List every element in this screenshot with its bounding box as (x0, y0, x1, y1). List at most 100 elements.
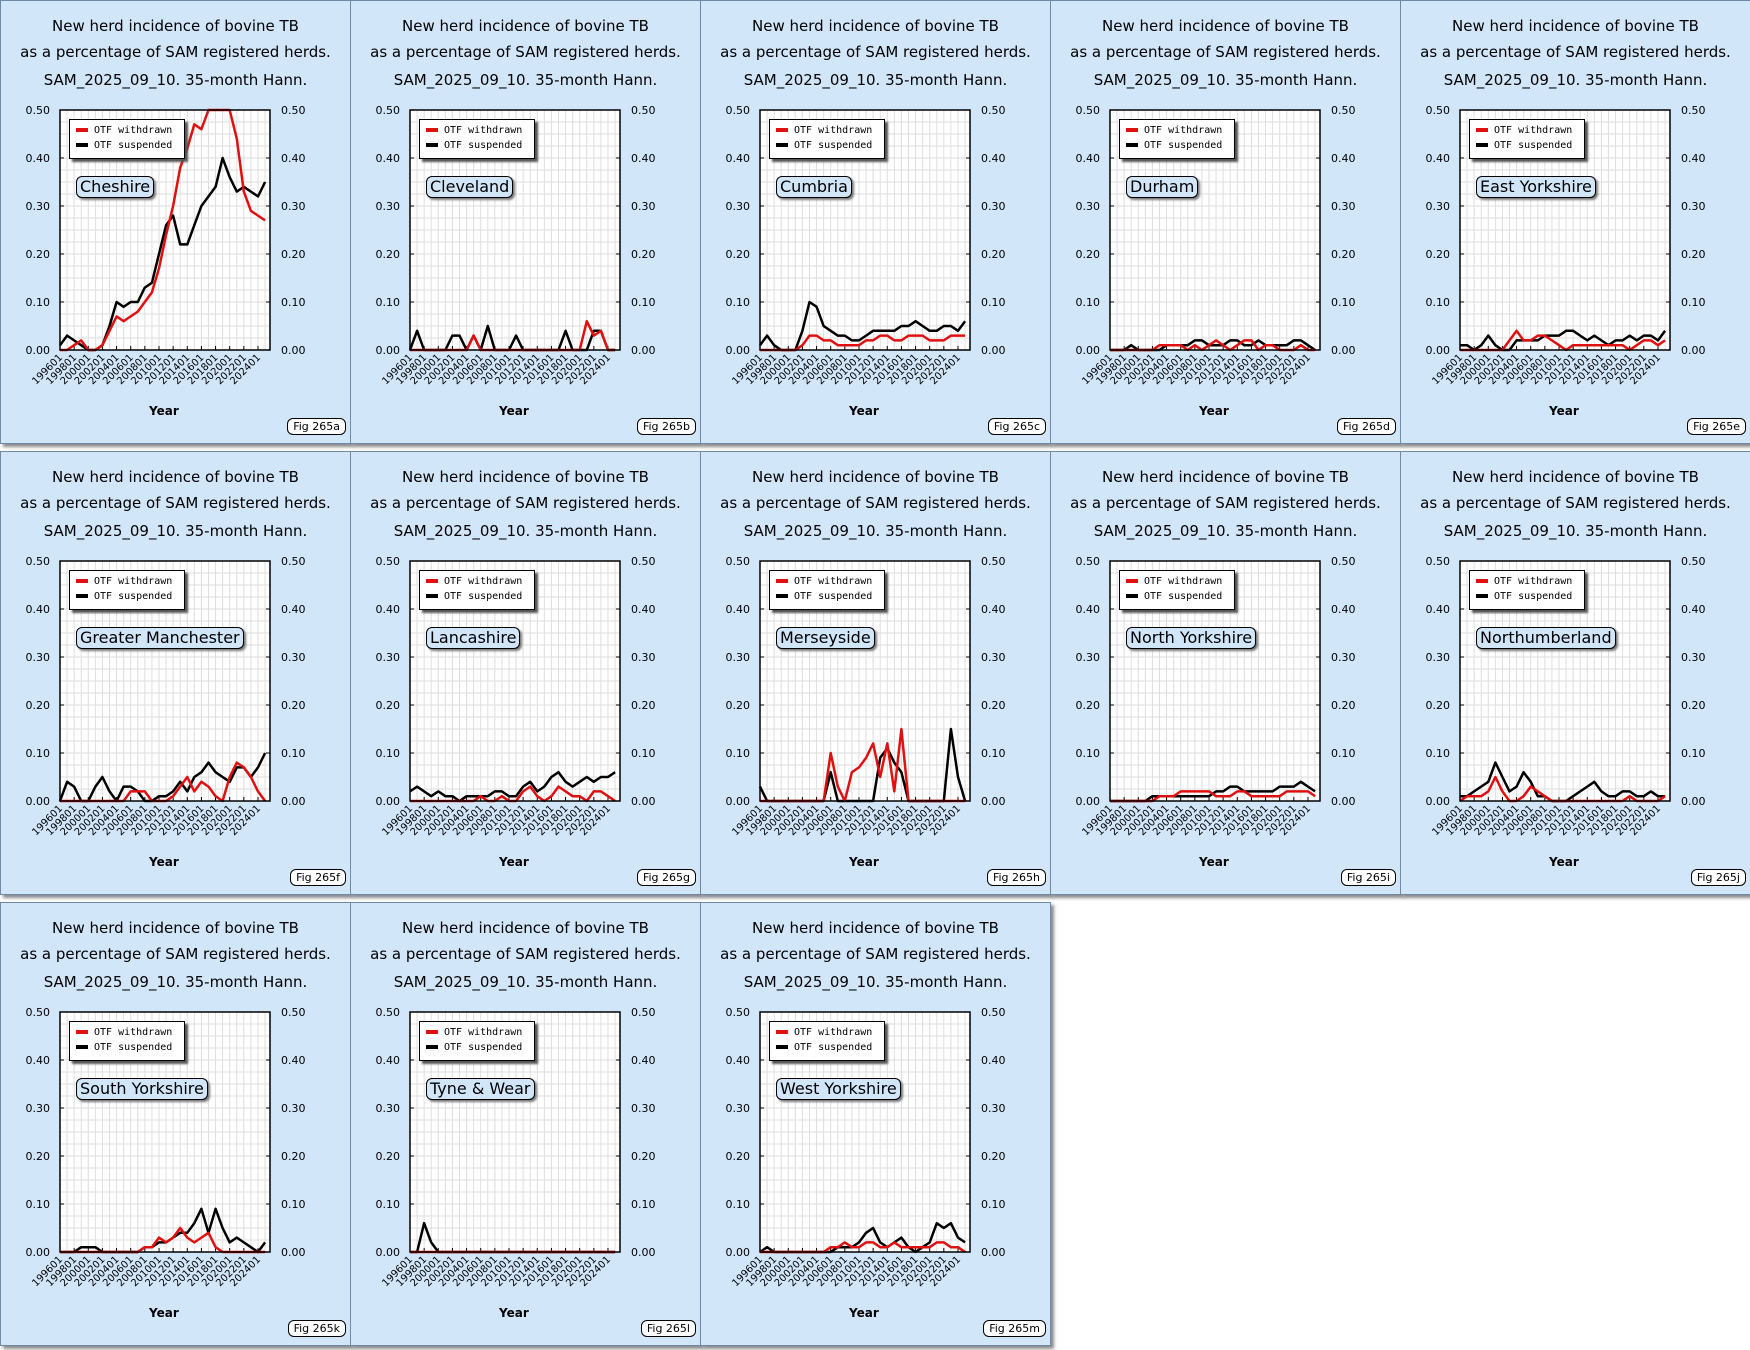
y-tick-label-right: 0.30 (281, 200, 306, 213)
figure-number: Fig 265d (1336, 418, 1396, 435)
y-tick-label-right: 0.50 (1681, 555, 1706, 568)
legend-label-suspended: OTF suspended (1144, 591, 1223, 602)
legend-item-withdrawn: OTF withdrawn (1126, 124, 1222, 138)
x-axis-label: Year (849, 404, 879, 418)
y-tick-label-left: 0.50 (376, 104, 401, 117)
y-tick-label-right: 0.00 (1681, 795, 1706, 808)
legend-swatch-suspended (76, 143, 88, 147)
chart-title: New herd incidence of bovine TB (52, 17, 299, 35)
legend-item-withdrawn: OTF withdrawn (76, 124, 172, 138)
y-tick-label-left: 0.40 (726, 603, 751, 616)
y-tick-label-right: 0.20 (281, 248, 306, 261)
chart-dataset-label: SAM_2025_09_10. 35-month Hann. (1443, 71, 1708, 89)
y-tick-label-right: 0.30 (1331, 200, 1356, 213)
chart-subtitle: as a percentage of SAM registered herds. (720, 945, 1031, 963)
chart-subtitle: as a percentage of SAM registered herds. (370, 43, 681, 61)
y-tick-label-right: 0.50 (1331, 555, 1356, 568)
legend-item-withdrawn: OTF withdrawn (776, 575, 872, 589)
plot-frame (59, 1011, 271, 1253)
chart-panel: New herd incidence of bovine TB as a perc… (1400, 0, 1750, 444)
chart-dataset-label: SAM_2025_09_10. 35-month Hann. (43, 71, 308, 89)
chart-subtitle: as a percentage of SAM registered herds. (370, 945, 681, 963)
y-tick-label-left: 0.20 (26, 248, 51, 261)
legend-label-withdrawn: OTF withdrawn (94, 1027, 173, 1038)
y-tick-label-left: 0.30 (376, 651, 401, 664)
y-tick-label-left: 0.00 (1076, 795, 1101, 808)
chart-legend: OTF withdrawn OTF suspended (769, 119, 885, 159)
y-tick-label-left: 0.40 (1076, 603, 1101, 616)
y-tick-label-left: 0.50 (26, 104, 51, 117)
y-tick-label-right: 0.50 (281, 104, 306, 117)
y-tick-label-right: 0.30 (281, 651, 306, 664)
plot-frame (59, 560, 271, 802)
y-tick-label-left: 0.00 (26, 344, 51, 357)
x-axis-label: Year (849, 1306, 879, 1320)
y-tick-label-right: 0.40 (631, 1054, 656, 1067)
chart-panel: New herd incidence of bovine TB as a perc… (700, 451, 1051, 895)
legend-label-suspended: OTF suspended (94, 1042, 173, 1053)
chart-panel: New herd incidence of bovine TB as a perc… (1400, 451, 1750, 895)
y-tick-label-right: 0.10 (981, 1198, 1006, 1211)
legend-swatch-suspended (1126, 143, 1138, 147)
y-tick-label-left: 0.30 (26, 1102, 51, 1115)
chart-dataset-label: SAM_2025_09_10. 35-month Hann. (393, 522, 658, 540)
y-tick-label-right: 0.40 (631, 603, 656, 616)
y-tick-label-left: 0.50 (1076, 555, 1101, 568)
region-label: East Yorkshire (1476, 176, 1596, 198)
chart-panel: New herd incidence of bovine TB as a perc… (0, 0, 351, 444)
legend-item-suspended: OTF suspended (426, 1041, 522, 1055)
y-tick-label-left: 0.50 (726, 1006, 751, 1019)
y-tick-label-left: 0.10 (726, 747, 751, 760)
legend-swatch-suspended (426, 1045, 438, 1049)
legend-item-suspended: OTF suspended (76, 139, 172, 153)
chart-svg: 0.00 0.00 0.10 0.10 0.20 0.20 0.30 0.30 0.40 0.40… (726, 1006, 1006, 1289)
y-tick-label-left: 0.00 (726, 795, 751, 808)
y-tick-label-right: 0.20 (631, 248, 656, 261)
legend-item-suspended: OTF suspended (76, 1041, 172, 1055)
chart-subtitle: as a percentage of SAM registered herds. (1420, 494, 1731, 512)
chart-dataset-label: SAM_2025_09_10. 35-month Hann. (743, 522, 1008, 540)
chart-panel: New herd incidence of bovine TB as a perc… (0, 451, 351, 895)
chart-subtitle: as a percentage of SAM registered herds. (720, 43, 1031, 61)
region-label: Northumberland (1476, 627, 1616, 649)
plot-frame (409, 109, 621, 351)
y-tick-label-right: 0.20 (631, 1150, 656, 1163)
y-tick-label-right: 0.40 (631, 152, 656, 165)
y-tick-label-right: 0.00 (981, 1246, 1006, 1259)
y-tick-label-left: 0.10 (26, 747, 51, 760)
legend-label-withdrawn: OTF withdrawn (794, 1027, 873, 1038)
y-tick-label-left: 0.10 (376, 1198, 401, 1211)
chart-subtitle: as a percentage of SAM registered herds. (20, 945, 331, 963)
y-tick-label-right: 0.50 (631, 104, 656, 117)
y-tick-label-left: 0.00 (26, 1246, 51, 1259)
legend-item-suspended: OTF suspended (426, 590, 522, 604)
y-tick-label-left: 0.00 (376, 344, 401, 357)
y-tick-label-right: 0.40 (1681, 152, 1706, 165)
chart-legend: OTF withdrawn OTF suspended (1469, 570, 1585, 610)
plot-frame (59, 109, 271, 351)
plot-frame (759, 560, 971, 802)
y-tick-label-right: 0.20 (1331, 699, 1356, 712)
y-tick-label-right: 0.20 (1331, 248, 1356, 261)
legend-item-withdrawn: OTF withdrawn (426, 575, 522, 589)
chart-title: New herd incidence of bovine TB (402, 17, 649, 35)
y-tick-label-right: 0.00 (631, 1246, 656, 1259)
chart-subtitle: as a percentage of SAM registered herds. (720, 494, 1031, 512)
plot-frame (409, 560, 621, 802)
series-line-otf-suspended (1460, 329, 1667, 352)
y-tick-label-right: 0.00 (981, 344, 1006, 357)
chart-svg: 0.00 0.00 0.10 0.10 0.20 0.20 0.30 0.30 0.40 0.40… (1426, 104, 1706, 387)
y-tick-label-right: 0.10 (281, 1198, 306, 1211)
y-tick-label-left: 0.20 (1076, 699, 1101, 712)
figure-number: Fig 265i (1340, 869, 1396, 886)
region-label: Cleveland (426, 176, 514, 198)
chart-subtitle: as a percentage of SAM registered herds. (370, 494, 681, 512)
y-tick-label-right: 0.20 (1681, 699, 1706, 712)
legend-item-withdrawn: OTF withdrawn (76, 1026, 172, 1040)
chart-dataset-label: SAM_2025_09_10. 35-month Hann. (1443, 522, 1708, 540)
legend-item-suspended: OTF suspended (776, 1041, 872, 1055)
y-tick-label-right: 0.30 (631, 200, 656, 213)
y-tick-label-right: 0.50 (981, 1006, 1006, 1019)
chart-subtitle: as a percentage of SAM registered herds. (20, 494, 331, 512)
chart-legend: OTF withdrawn OTF suspended (69, 570, 185, 610)
